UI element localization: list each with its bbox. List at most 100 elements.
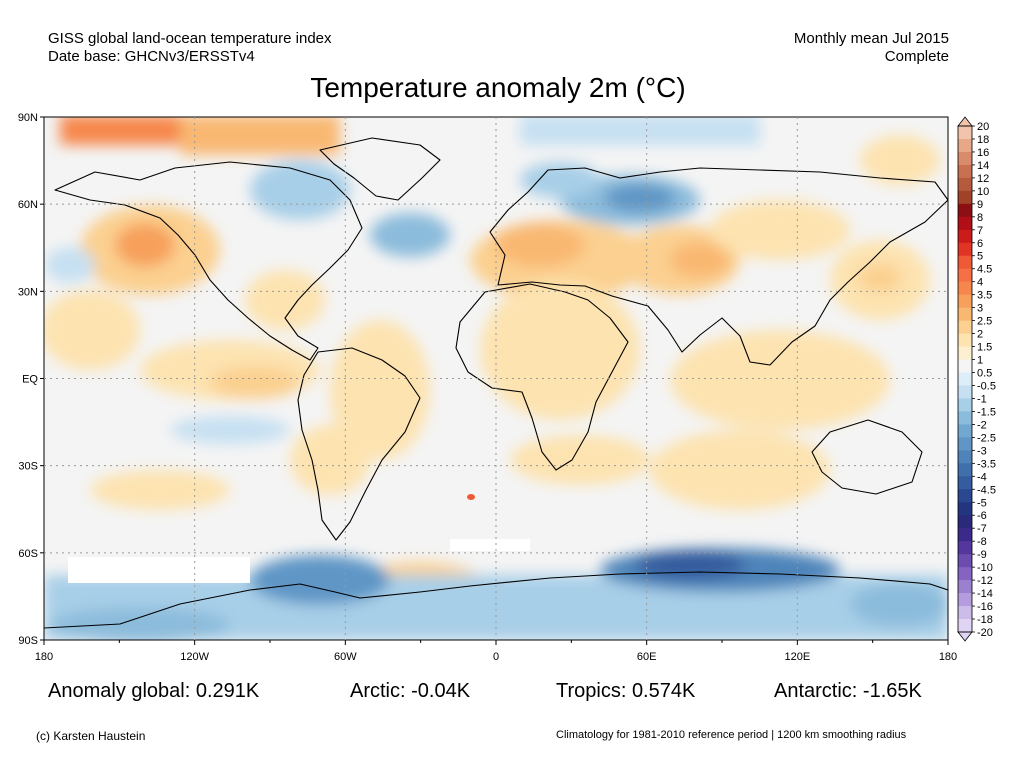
canada-cool <box>250 160 350 220</box>
colorbar-tick-label: 10 <box>977 186 989 198</box>
lon-tick-label: 120E <box>784 651 810 663</box>
lat-tick-label: 30N <box>18 286 38 298</box>
colorbar-tick-label: -3.5 <box>977 458 996 470</box>
arctic-cool <box>520 117 760 145</box>
period-info: Monthly mean Jul 2015 Complete <box>794 30 949 66</box>
colorbar-tick-label: -4.5 <box>977 484 996 496</box>
climatology-note: Climatology for 1981-2010 reference peri… <box>556 729 907 741</box>
colorbar-swatch <box>958 424 972 438</box>
global-anomaly: Anomaly global: 0.291K <box>48 680 260 702</box>
colorbar-swatch <box>958 437 972 451</box>
colorbar-swatch <box>958 502 972 516</box>
colorbar-tick-label: -10 <box>977 562 993 574</box>
credit: (c) Karsten Haustein <box>36 729 146 743</box>
spac-warm <box>90 470 230 510</box>
colorbar-tick-label: 16 <box>977 147 989 159</box>
natl-cool <box>370 213 450 257</box>
colorbar-swatch <box>958 385 972 399</box>
data-base: Date base: GHCNv3/ERSSTv4 <box>48 48 255 65</box>
ross-cool <box>50 607 230 640</box>
completeness-label: Complete <box>884 48 949 65</box>
colorbar-swatch <box>958 515 972 529</box>
colorbar-swatch <box>958 528 972 542</box>
colorbar-swatch <box>958 255 972 270</box>
colorbar-tick-label: 3.5 <box>977 290 992 302</box>
colorbar-tick-label: -2 <box>977 419 987 431</box>
colorbar-tick-label: 0.5 <box>977 368 992 380</box>
latitude-axis: 90N 60N 30N EQ 30S 60S 90S <box>18 112 44 647</box>
lat-tick-label: EQ <box>22 374 38 386</box>
anomaly-field <box>44 117 948 640</box>
colorbar-swatch <box>958 541 972 555</box>
lon-tick-label: 60W <box>334 651 357 663</box>
scandinavia-cool <box>520 162 600 198</box>
colorbar-tick-label: -9 <box>977 549 987 561</box>
coast-north-america <box>54 161 363 361</box>
asia-warm-core <box>670 242 730 278</box>
source-info: GISS global land-ocean temperature index… <box>48 30 332 66</box>
lon-tick-label: 60E <box>637 651 657 663</box>
colorbar-swatch <box>958 398 972 412</box>
siberia-warm <box>860 135 940 185</box>
lon-tick-label: 120W <box>180 651 209 663</box>
colorbar-tick-label: -3 <box>977 445 987 457</box>
russia-cool-core <box>605 184 675 212</box>
colorbar-swatch <box>958 190 972 205</box>
npac-cool <box>45 247 95 283</box>
aus-warm <box>650 430 830 510</box>
colorbar-tick-label: -2.5 <box>977 432 996 444</box>
colorbar-swatch <box>958 164 972 179</box>
colorbar-swatch <box>958 567 972 581</box>
colorbar-swatch <box>958 320 972 335</box>
colorbar-top-arrow <box>957 116 973 127</box>
colorbar-tick-label: -4 <box>977 471 987 483</box>
colorbar-tick-label: 2 <box>977 329 983 341</box>
colorbar-tick-label: 12 <box>977 173 989 185</box>
colorbar-tick-label: 18 <box>977 134 989 146</box>
arctic-anomaly: Arctic: -0.04K <box>350 680 471 702</box>
colorbar-tick-label: 5 <box>977 251 983 263</box>
colorbar-tick-label: 7 <box>977 225 983 237</box>
colorbar-swatch <box>958 203 972 218</box>
colorbar-swatch <box>958 268 972 283</box>
coast-greenland <box>319 137 441 201</box>
arctic-warm-1 <box>60 117 200 145</box>
colorbar-tick-label: 20 <box>977 121 989 133</box>
antarctic-anomaly: Antarctic: -1.65K <box>774 680 922 702</box>
colorbar-tick-label: -8 <box>977 536 987 548</box>
elnino-core <box>210 367 300 399</box>
graticule <box>44 117 948 640</box>
coast-africa <box>455 283 629 471</box>
colorbar-tick-label: 1.5 <box>977 342 992 354</box>
colorbar-swatch <box>958 554 972 568</box>
colorbar-frame <box>957 125 973 633</box>
colorbar-swatch <box>958 411 972 425</box>
lat-tick-label: 90S <box>18 635 38 647</box>
colorbar-swatch <box>958 307 972 322</box>
colorbar-tick-label: 1 <box>977 355 983 367</box>
colorbar-swatch <box>958 294 972 309</box>
mexico-warm <box>245 270 325 330</box>
colorbar-swatch <box>958 177 972 192</box>
colorbar-tick-label: -1.5 <box>977 406 996 418</box>
colorbar-swatch <box>958 619 972 633</box>
lon-tick-label: 180 <box>35 651 53 663</box>
colorbar-tick-label: -12 <box>977 575 993 587</box>
colorbar-tick-label: 3 <box>977 303 983 315</box>
hotspot <box>467 494 475 500</box>
samerica-warm <box>330 320 430 460</box>
colorbar-tick-label: -0.5 <box>977 380 996 392</box>
colorbar-swatch <box>958 242 972 257</box>
tropics-anomaly: Tropics: 0.574K <box>556 680 696 702</box>
colorbar-swatch <box>958 359 972 374</box>
colorbar-tick-label: -6 <box>977 510 987 522</box>
s-africa-warm <box>510 435 650 485</box>
coast-eurasia <box>489 167 948 366</box>
colorbar-swatch <box>958 151 972 166</box>
lon-tick-label: 0 <box>493 651 499 663</box>
colorbar-swatch <box>958 593 972 607</box>
colorbar-swatch <box>958 606 972 620</box>
colorbar-tick-label: 6 <box>977 238 983 250</box>
colorbar-tick-label: 2.5 <box>977 316 992 328</box>
arctic-warm-2 <box>180 117 340 155</box>
